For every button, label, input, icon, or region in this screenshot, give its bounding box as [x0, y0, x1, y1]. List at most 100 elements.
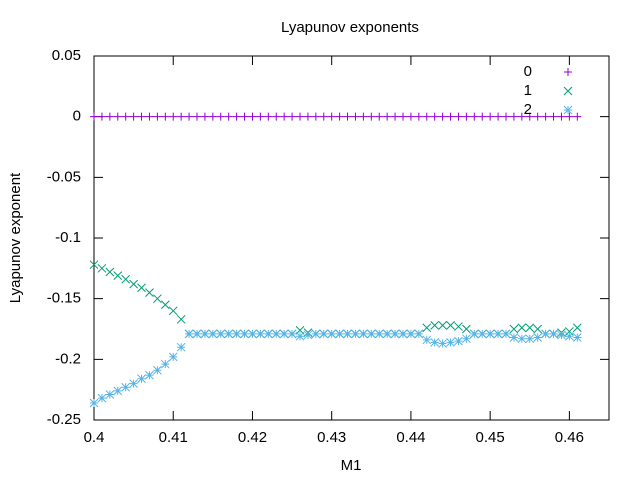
- data-point: [105, 390, 115, 399]
- data-point: [121, 274, 131, 284]
- data-point: [414, 112, 423, 121]
- data-point: [145, 370, 154, 380]
- data-point: [430, 321, 440, 330]
- data-point: [375, 112, 384, 121]
- data-point: [240, 112, 249, 121]
- legend-label: 0: [524, 63, 532, 80]
- data-point: [105, 112, 114, 121]
- data-point: [533, 112, 542, 121]
- data-point: [327, 112, 336, 121]
- data-point: [398, 329, 408, 339]
- data-point: [343, 112, 352, 121]
- data-point: [137, 283, 146, 293]
- data-point: [557, 330, 566, 340]
- data-point: [169, 112, 178, 121]
- data-point: [446, 337, 455, 347]
- data-point: [438, 112, 447, 121]
- data-point: [177, 112, 186, 121]
- data-point: [288, 112, 297, 121]
- data-point: [462, 324, 471, 334]
- x-tick-label: 0.43: [317, 429, 346, 446]
- data-point: [391, 112, 400, 121]
- x-tick-label: 0.4: [84, 429, 105, 446]
- y-tick-label: 0: [73, 108, 81, 125]
- data-point: [287, 329, 297, 339]
- data-point: [97, 263, 107, 273]
- data-point: [90, 112, 98, 121]
- x-tick-label: 0.41: [159, 429, 188, 446]
- data-point: [462, 112, 471, 121]
- data-point: [462, 334, 471, 344]
- data-point: [256, 112, 265, 121]
- chart-title: Lyapunov exponents: [281, 19, 419, 36]
- data-point: [454, 322, 463, 331]
- data-point: [145, 288, 154, 297]
- data-point: [129, 112, 138, 121]
- data-point: [232, 329, 241, 339]
- data-point: [160, 300, 170, 310]
- data-point: [176, 342, 186, 352]
- data-point: [271, 329, 281, 339]
- data-point: [216, 329, 226, 339]
- data-point: [414, 329, 424, 339]
- data-point: [565, 112, 574, 121]
- data-point: [541, 329, 550, 339]
- y-tick-label: 0.05: [52, 47, 81, 64]
- data-point: [359, 329, 368, 339]
- data-point: [343, 329, 352, 339]
- data-point: [89, 398, 99, 408]
- data-point: [406, 329, 416, 339]
- y-tick-label: -0.25: [47, 411, 81, 428]
- data-point: [200, 112, 209, 121]
- data-point: [494, 112, 503, 121]
- data-point: [303, 112, 312, 121]
- data-point: [264, 112, 273, 121]
- data-point: [446, 112, 455, 121]
- data-point: [422, 323, 432, 333]
- data-point: [573, 112, 582, 121]
- data-point: [145, 112, 154, 121]
- legend-symbol: [563, 86, 573, 96]
- data-point: [477, 329, 487, 339]
- data-point: [533, 333, 543, 342]
- data-point: [153, 365, 162, 375]
- data-point: [549, 112, 558, 121]
- data-point: [216, 112, 225, 121]
- data-point: [232, 112, 241, 121]
- data-point: [161, 112, 170, 121]
- data-point: [565, 331, 574, 341]
- data-point: [248, 112, 257, 121]
- data-point: [359, 112, 368, 121]
- x-tick-label: 0.46: [555, 429, 584, 446]
- data-point: [367, 112, 376, 121]
- data-point: [121, 112, 130, 121]
- data-point: [541, 112, 550, 121]
- data-point: [517, 112, 526, 121]
- data-point: [184, 329, 194, 339]
- data-point: [478, 112, 487, 121]
- data-point: [168, 306, 178, 316]
- x-tick-label: 0.42: [238, 429, 267, 446]
- data-point: [525, 323, 535, 333]
- y-tick-label: -0.1: [55, 229, 81, 246]
- data-point: [438, 321, 447, 330]
- data-point: [549, 329, 558, 339]
- data-point: [153, 294, 162, 304]
- data-point: [319, 112, 328, 121]
- data-point: [572, 333, 582, 342]
- data-point: [327, 329, 337, 339]
- data-point: [572, 323, 582, 333]
- data-point: [279, 329, 289, 339]
- data-point: [557, 112, 566, 121]
- x-axis-label: M1: [341, 457, 362, 474]
- data-point: [383, 112, 392, 121]
- data-point: [248, 329, 257, 339]
- data-point: [470, 112, 479, 121]
- data-point: [509, 324, 519, 334]
- data-point: [406, 112, 415, 121]
- data-point: [137, 112, 146, 121]
- data-point: [224, 329, 234, 339]
- data-point: [351, 112, 360, 121]
- data-point: [454, 112, 463, 121]
